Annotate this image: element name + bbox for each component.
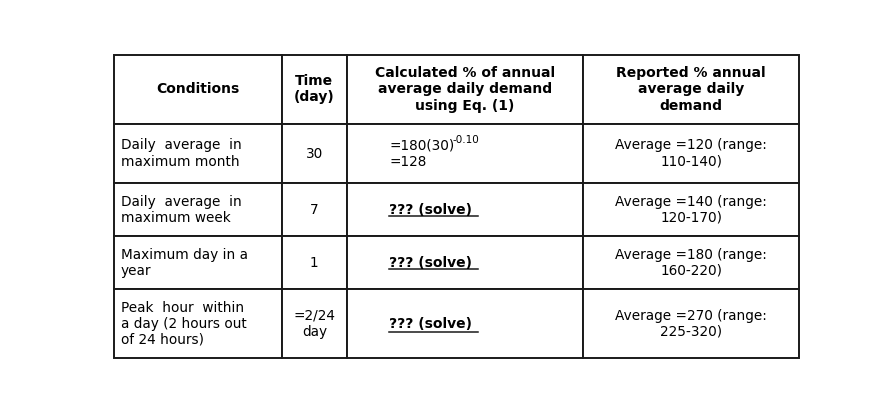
Bar [114, 289, 282, 358]
Bar [282, 236, 347, 289]
Bar [282, 124, 347, 183]
Text: Daily  average  in
maximum month: Daily average in maximum month [121, 138, 241, 169]
Bar [347, 183, 583, 236]
Text: Conditions: Conditions [156, 83, 240, 96]
Text: ??? (solve): ??? (solve) [390, 317, 472, 331]
Bar [282, 183, 347, 236]
Text: Maximum day in a
year: Maximum day in a year [121, 248, 248, 278]
Text: Average =180 (range:
160-220): Average =180 (range: 160-220) [615, 248, 767, 278]
Text: Average =140 (range:
120-170): Average =140 (range: 120-170) [615, 195, 767, 225]
Bar [282, 289, 347, 358]
Text: Time
(day): Time (day) [294, 74, 335, 105]
Bar [583, 289, 799, 358]
Text: =128: =128 [390, 155, 427, 169]
Bar [583, 236, 799, 289]
Bar [347, 124, 583, 183]
Bar [583, 183, 799, 236]
Text: ??? (solve): ??? (solve) [390, 256, 472, 270]
Text: 7: 7 [310, 203, 318, 217]
Text: Daily  average  in
maximum week: Daily average in maximum week [121, 195, 241, 225]
Text: =180(30): =180(30) [390, 138, 454, 152]
Text: Average =270 (range:
225-320): Average =270 (range: 225-320) [615, 309, 767, 339]
Text: 1: 1 [310, 256, 318, 270]
Bar [114, 236, 282, 289]
Bar [114, 183, 282, 236]
Text: 30: 30 [306, 147, 323, 161]
Text: Peak  hour  within
a day (2 hours out
of 24 hours): Peak hour within a day (2 hours out of 2… [121, 301, 247, 347]
Bar [583, 124, 799, 183]
Text: Calculated % of annual
average daily demand
using Eq. (1): Calculated % of annual average daily dem… [375, 66, 555, 113]
Bar [282, 55, 347, 124]
Text: -0.10: -0.10 [453, 135, 479, 145]
Text: =2/24
day: =2/24 day [293, 309, 335, 339]
Bar [583, 55, 799, 124]
Text: Reported % annual
average daily
demand: Reported % annual average daily demand [616, 66, 766, 113]
Bar [347, 236, 583, 289]
Text: ??? (solve): ??? (solve) [390, 203, 472, 217]
Bar [114, 55, 282, 124]
Bar [347, 55, 583, 124]
Text: Average =120 (range:
110-140): Average =120 (range: 110-140) [615, 138, 767, 169]
Bar [347, 289, 583, 358]
Bar [114, 124, 282, 183]
